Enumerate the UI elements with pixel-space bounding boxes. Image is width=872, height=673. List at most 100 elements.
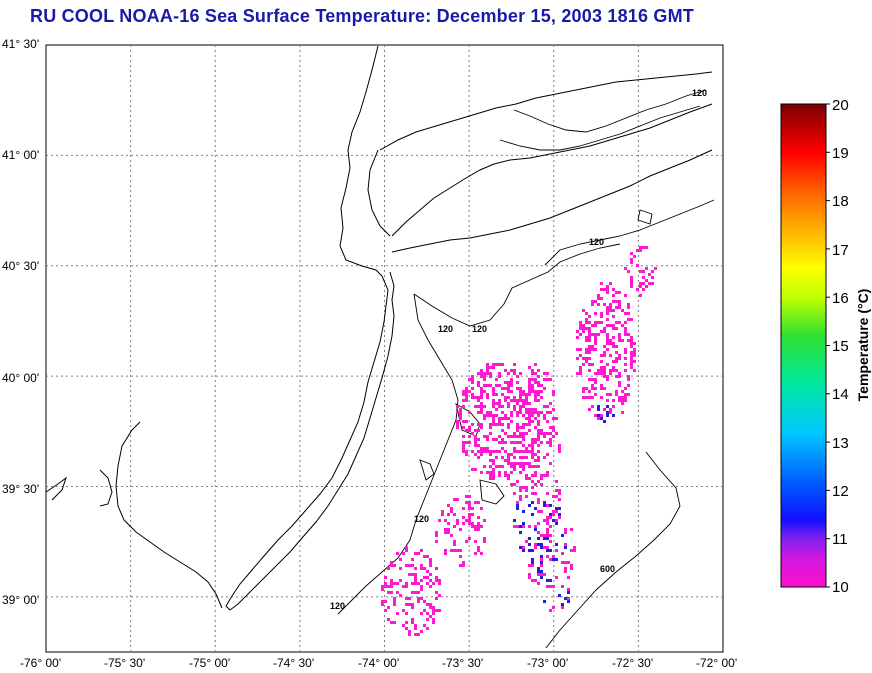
- sst-pixel: [486, 393, 489, 396]
- sst-pixel: [462, 405, 465, 408]
- sst-pixel: [534, 438, 537, 441]
- sst-pixel: [591, 378, 594, 381]
- sst-pixel: [540, 573, 543, 576]
- sst-pixel: [564, 570, 567, 573]
- sst-pixel: [534, 474, 537, 477]
- sst-pixel: [528, 450, 531, 453]
- sst-pixel: [384, 609, 387, 612]
- sst-pixel: [621, 411, 624, 414]
- sst-pixel: [618, 300, 621, 303]
- sst-pixel: [552, 510, 555, 513]
- sst-pixel: [648, 282, 651, 285]
- colorbar-tick-label: 14: [832, 386, 849, 403]
- sst-pixel: [603, 327, 606, 330]
- sst-pixel: [519, 498, 522, 501]
- colorbar-tick-label: 18: [832, 193, 849, 210]
- sst-pixel: [579, 324, 582, 327]
- sst-pixel: [495, 450, 498, 453]
- sst-pixel: [543, 405, 546, 408]
- sst-pixel: [597, 321, 600, 324]
- sst-pixel: [510, 399, 513, 402]
- sst-pixel: [501, 447, 504, 450]
- sst-pixel: [624, 330, 627, 333]
- sst-pixel: [471, 396, 474, 399]
- sst-pixel: [399, 579, 402, 582]
- sst-pixel: [582, 390, 585, 393]
- sst-pixel: [465, 441, 468, 444]
- sst-pixel: [546, 432, 549, 435]
- sst-pixel: [489, 453, 492, 456]
- sst-pixel: [444, 528, 447, 531]
- sst-pixel: [534, 411, 537, 414]
- sst-pixel: [474, 468, 477, 471]
- longitude-labels: -76° 00' -75° 30' -75° 00' -74° 30' -74°…: [20, 656, 737, 670]
- sst-pixel: [396, 612, 399, 615]
- sst-pixel: [555, 543, 558, 546]
- sst-pixel: [528, 576, 531, 579]
- sst-pixel: [645, 246, 648, 249]
- sst-pixel: [522, 510, 525, 513]
- sst-pixel: [465, 390, 468, 393]
- sst-pixel: [642, 246, 645, 249]
- sst-pixel: [519, 531, 522, 534]
- sst-pixel: [636, 288, 639, 291]
- sst-pixel: [507, 423, 510, 426]
- sst-pixel: [624, 267, 627, 270]
- sst-pixel: [462, 564, 465, 567]
- sst-pixel: [510, 414, 513, 417]
- sst-pixel: [495, 438, 498, 441]
- sst-pixel: [519, 399, 522, 402]
- sst-pixel: [492, 450, 495, 453]
- sst-pixel: [471, 468, 474, 471]
- sst-pixel: [402, 552, 405, 555]
- sst-pixel: [432, 618, 435, 621]
- sst-pixel: [543, 378, 546, 381]
- sst-pixel: [567, 597, 570, 600]
- sst-pixel: [522, 522, 525, 525]
- sst-pixel: [531, 444, 534, 447]
- sst-pixel: [582, 396, 585, 399]
- sst-pixel: [552, 390, 555, 393]
- sst-pixel: [393, 621, 396, 624]
- sst-pixel: [600, 387, 603, 390]
- sst-pixel: [519, 489, 522, 492]
- sst-pixel: [468, 519, 471, 522]
- colorbar-tick-label: 12: [832, 483, 849, 500]
- sst-pixel: [423, 576, 426, 579]
- sst-pixel: [570, 549, 573, 552]
- sst-pixel: [567, 591, 570, 594]
- sst-pixel: [618, 384, 621, 387]
- sst-pixel: [615, 306, 618, 309]
- sst-pixel: [447, 528, 450, 531]
- sst-pixel: [615, 357, 618, 360]
- sst-pixel: [513, 483, 516, 486]
- sst-pixel: [537, 399, 540, 402]
- sst-pixel: [615, 375, 618, 378]
- sst-pixel: [537, 393, 540, 396]
- sst-pixel: [528, 408, 531, 411]
- sst-pixel: [528, 411, 531, 414]
- sst-pixel: [522, 438, 525, 441]
- sst-pixel: [525, 393, 528, 396]
- sst-pixel: [531, 378, 534, 381]
- sst-pixel: [534, 483, 537, 486]
- sst-pixel: [534, 396, 537, 399]
- sst-pixel: [513, 525, 516, 528]
- sst-pixel: [552, 495, 555, 498]
- sst-pixel: [492, 390, 495, 393]
- sst-pixel: [600, 312, 603, 315]
- sst-pixel: [606, 312, 609, 315]
- sst-pixel: [642, 276, 645, 279]
- sst-pixel: [600, 282, 603, 285]
- sst-pixel: [537, 414, 540, 417]
- sst-pixel: [498, 372, 501, 375]
- sst-pixel: [528, 390, 531, 393]
- sst-pixel: [429, 585, 432, 588]
- sst-pixel: [429, 615, 432, 618]
- sst-pixel: [477, 444, 480, 447]
- sst-pixel: [546, 441, 549, 444]
- sst-pixel: [531, 447, 534, 450]
- sst-pixel: [543, 474, 546, 477]
- sst-pixel: [549, 516, 552, 519]
